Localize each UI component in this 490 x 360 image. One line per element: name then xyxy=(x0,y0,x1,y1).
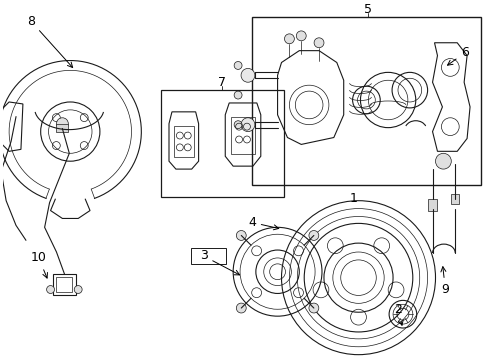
Bar xyxy=(56,277,72,292)
Bar xyxy=(174,126,194,157)
Text: 10: 10 xyxy=(31,251,48,278)
Bar xyxy=(252,17,481,185)
Circle shape xyxy=(309,303,319,313)
Text: 2: 2 xyxy=(394,303,403,325)
Text: 7: 7 xyxy=(219,76,226,89)
Text: 3: 3 xyxy=(199,249,240,275)
Bar xyxy=(191,248,226,264)
Circle shape xyxy=(436,153,451,169)
Text: 8: 8 xyxy=(27,14,73,68)
Bar xyxy=(451,194,459,204)
Circle shape xyxy=(309,230,319,240)
Circle shape xyxy=(47,285,54,293)
Text: 4: 4 xyxy=(248,216,279,230)
Circle shape xyxy=(236,303,246,313)
Circle shape xyxy=(241,118,255,132)
Text: 9: 9 xyxy=(441,267,449,296)
Bar xyxy=(231,117,255,154)
Bar xyxy=(56,124,68,132)
Circle shape xyxy=(56,118,68,130)
Bar xyxy=(428,199,438,211)
Text: 6: 6 xyxy=(447,46,469,65)
Circle shape xyxy=(314,38,324,48)
Circle shape xyxy=(234,91,242,99)
Circle shape xyxy=(74,285,82,293)
Circle shape xyxy=(234,121,242,129)
Text: 5: 5 xyxy=(365,3,372,16)
Circle shape xyxy=(296,31,306,41)
Text: 1: 1 xyxy=(350,192,358,205)
Circle shape xyxy=(285,34,294,44)
Circle shape xyxy=(234,62,242,69)
Bar xyxy=(161,90,285,197)
Circle shape xyxy=(236,230,246,240)
Circle shape xyxy=(241,68,255,82)
Bar xyxy=(52,274,76,296)
